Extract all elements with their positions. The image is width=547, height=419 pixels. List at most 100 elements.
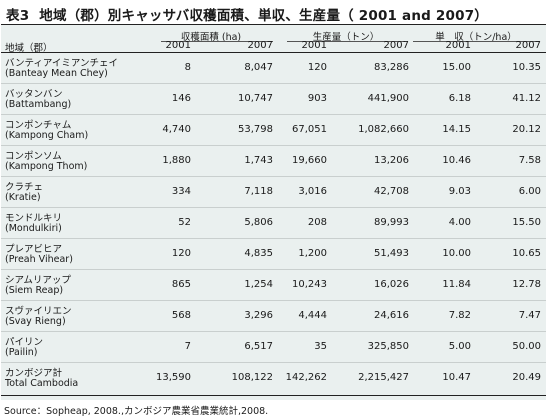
- production-2001-cell: 19,660: [292, 155, 327, 166]
- area-2001-cell: 1,880: [162, 155, 191, 166]
- yield-2001-header: 2001: [445, 40, 471, 51]
- production-2007-cell: 2,215,427: [358, 372, 409, 383]
- yield-2001-cell: 14.15: [442, 124, 471, 135]
- production-2001-cell: 10,243: [292, 279, 327, 290]
- production-2007-cell: 89,993: [374, 217, 409, 228]
- yield-2001-cell: 7.82: [448, 310, 471, 321]
- production-group-header: 生産量（トン）: [312, 32, 380, 43]
- total-row: カンボジア計 Total Cambodia 13,590 108,122 142…: [1, 363, 546, 396]
- table-row: シアムリアップ (Siem Reap) 865 1,254 10,243 16,…: [1, 270, 546, 301]
- production-2001-cell: 120: [307, 62, 327, 73]
- region-column-header: 地域（郡）: [5, 43, 53, 54]
- region-name-jp: カンボジア計: [5, 368, 63, 379]
- area-2007-cell: 8,047: [244, 62, 273, 73]
- region-name-en: (Kampong Cham): [5, 130, 89, 141]
- production-2007-cell: 13,206: [374, 155, 409, 166]
- region-name-en: (Banteay Mean Chey): [5, 68, 108, 79]
- region-name-en: (Mondulkiri): [5, 223, 62, 234]
- yield-2001-cell: 9.03: [448, 186, 471, 197]
- yield-group-rule: [413, 41, 539, 42]
- area-2007-cell: 53,798: [238, 124, 273, 135]
- table-row: プレアビヒア (Preah Vihear) 120 4,835 1,200 51…: [1, 239, 546, 270]
- region-name-en: Total Cambodia: [5, 378, 79, 389]
- yield-2007-cell: 7.58: [518, 155, 541, 166]
- production-2001-header: 2001: [301, 40, 327, 51]
- production-2001-cell: 1,200: [298, 248, 327, 259]
- region-name-jp: バッタンバン: [5, 89, 63, 100]
- yield-2001-cell: 4.00: [448, 217, 471, 228]
- area-2007-cell: 1,743: [244, 155, 273, 166]
- area-2001-cell: 7: [184, 341, 191, 352]
- yield-2007-cell: 10.35: [512, 62, 541, 73]
- area-2001-cell: 13,590: [156, 372, 191, 383]
- production-2007-header: 2007: [383, 40, 409, 51]
- area-2007-header: 2007: [247, 40, 273, 51]
- region-name-jp: プレアビヒア: [5, 244, 63, 255]
- area-2007-cell: 1,254: [244, 279, 273, 290]
- area-2007-cell: 108,122: [231, 372, 273, 383]
- area-2007-cell: 6,517: [244, 341, 273, 352]
- yield-2007-cell: 41.12: [512, 93, 541, 104]
- table-row: コンポンソム (Kampong Thom) 1,880 1,743 19,660…: [1, 146, 546, 177]
- production-2007-cell: 16,026: [374, 279, 409, 290]
- table-row: スヴァイリエン (Svay Rieng) 568 3,296 4,444 24,…: [1, 301, 546, 332]
- production-2001-cell: 35: [314, 341, 327, 352]
- table-row: クラチェ (Kratie) 334 7,118 3,016 42,708 9.0…: [1, 177, 546, 208]
- region-name-jp: コンポンソム: [5, 151, 62, 162]
- region-name-jp: バンティアイミアンチェイ: [5, 58, 119, 69]
- region-name-jp: パイリン: [5, 337, 44, 348]
- region-name-jp: モンドルキリ: [5, 213, 63, 224]
- production-2007-cell: 441,900: [367, 93, 409, 104]
- yield-2007-cell: 6.00: [518, 186, 541, 197]
- area-group-header: 収穫面積 (ha): [180, 32, 242, 43]
- area-2007-cell: 3,296: [244, 310, 273, 321]
- table-row: パイリン (Pailin) 7 6,517 35 325,850 5.00 50…: [1, 332, 546, 363]
- data-table: 地域（郡） 収穫面積 (ha) 2001 2007 生産量（トン） 2001 2…: [1, 24, 546, 400]
- table-row: バッタンバン (Battambang) 146 10,747 903 441,9…: [1, 84, 546, 115]
- region-name-en: (Kratie): [5, 192, 41, 203]
- production-2007-cell: 24,616: [374, 310, 409, 321]
- area-2001-cell: 8: [184, 62, 191, 73]
- table-number: 表3: [6, 8, 30, 24]
- table-title: 表3 地域（郡）別キャッサバ収穫面積、単収、生産量（ 2001 and 2007）: [6, 4, 544, 24]
- yield-2001-cell: 10.00: [442, 248, 471, 259]
- source-note: Source：Sopheap, 2008.,カンボジア農業省農業統計,2008.: [4, 406, 269, 417]
- area-2007-cell: 4,835: [244, 248, 273, 259]
- production-2007-cell: 325,850: [367, 341, 409, 352]
- production-2001-cell: 4,444: [298, 310, 327, 321]
- yield-2001-cell: 10.46: [442, 155, 471, 166]
- yield-2001-cell: 5.00: [448, 341, 471, 352]
- region-name-jp: コンポンチャム: [5, 120, 72, 131]
- production-2001-cell: 3,016: [298, 186, 327, 197]
- production-2001-cell: 208: [307, 217, 327, 228]
- region-name-en: (Battambang): [5, 99, 72, 110]
- area-2001-cell: 334: [171, 186, 191, 197]
- region-name-en: (Siem Reap): [5, 285, 64, 296]
- production-2001-cell: 142,262: [285, 372, 327, 383]
- production-2007-cell: 51,493: [374, 248, 409, 259]
- yield-2007-cell: 15.50: [512, 217, 541, 228]
- yield-2007-cell: 12.78: [512, 279, 541, 290]
- yield-2007-header: 2007: [515, 40, 541, 51]
- area-2001-cell: 120: [171, 248, 191, 259]
- region-name-jp: クラチェ: [5, 182, 44, 193]
- yield-2007-cell: 10.65: [512, 248, 541, 259]
- yield-2007-cell: 7.47: [518, 310, 541, 321]
- area-group-rule: [161, 41, 273, 42]
- table-row: コンポンチャム (Kampong Cham) 4,740 53,798 67,0…: [1, 115, 546, 146]
- area-2001-cell: 52: [178, 217, 191, 228]
- table-row: モンドルキリ (Mondulkiri) 52 5,806 208 89,993 …: [1, 208, 546, 239]
- region-name-en: (Svay Rieng): [5, 316, 66, 327]
- production-2001-cell: 903: [307, 93, 327, 104]
- region-name-en: (Pailin): [5, 347, 38, 358]
- area-2007-cell: 5,806: [244, 217, 273, 228]
- region-name-jp: スヴァイリエン: [5, 306, 72, 317]
- area-2007-cell: 7,118: [244, 186, 273, 197]
- area-2007-cell: 10,747: [238, 93, 273, 104]
- table-row: バンティアイミアンチェイ (Banteay Mean Chey) 8 8,047…: [1, 53, 546, 84]
- yield-2001-cell: 10.47: [442, 372, 471, 383]
- yield-2007-cell: 20.49: [512, 372, 541, 383]
- yield-2007-cell: 20.12: [512, 124, 541, 135]
- production-2007-cell: 1,082,660: [358, 124, 409, 135]
- yield-2001-cell: 11.84: [442, 279, 471, 290]
